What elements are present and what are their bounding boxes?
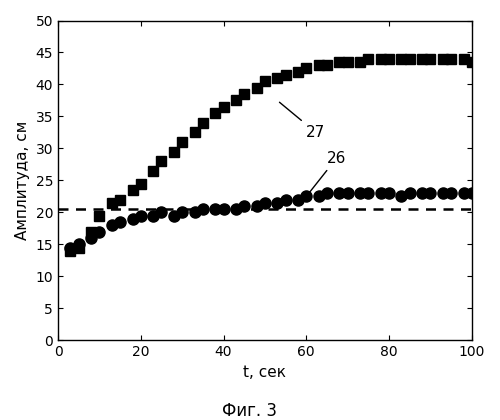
Text: Фиг. 3: Фиг. 3	[222, 402, 278, 420]
Y-axis label: Амплитуда, см: Амплитуда, см	[15, 121, 30, 240]
Text: 26: 26	[308, 150, 346, 194]
Text: 27: 27	[280, 102, 326, 140]
X-axis label: t, сек: t, сек	[244, 365, 286, 380]
